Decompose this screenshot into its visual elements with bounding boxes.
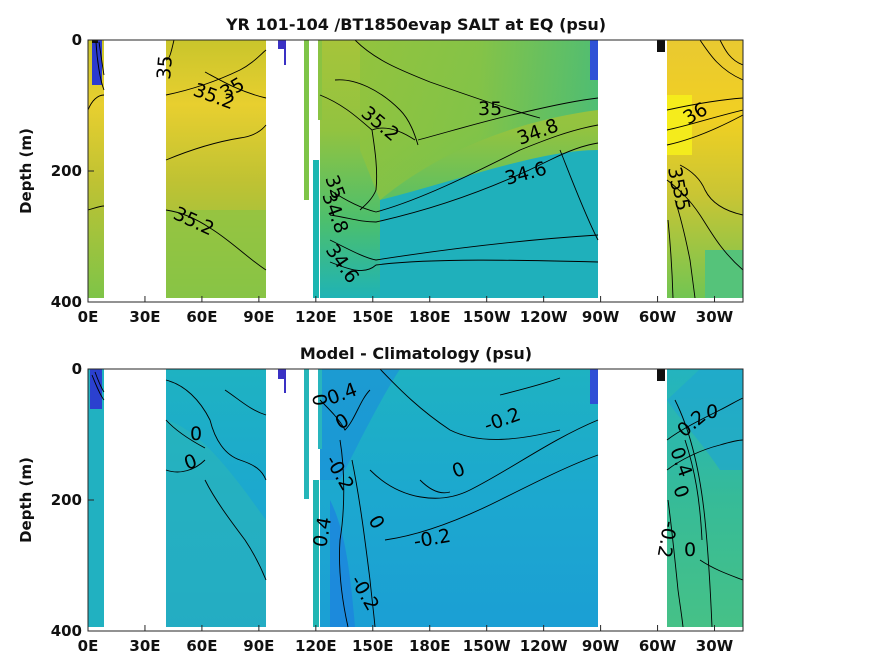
contour-label: 35 [153, 54, 177, 80]
heatmap-field-bottom: 0 0.4 0 0 0 -0.2 0 -0.2 0 -0.2 0.4 -0.2 … [88, 369, 743, 631]
x-tick-label: 90E [243, 308, 274, 326]
x-tick-label: 120E [295, 637, 337, 655]
title-top: YR 101-104 /BT1850evap SALT at EQ (psu) [225, 15, 606, 34]
x-tick-label: 60W [639, 308, 677, 326]
x-tick-label: 150E [352, 308, 394, 326]
x-tick-label: 90E [243, 637, 274, 655]
x-tick-label: 120E [295, 308, 337, 326]
title-bottom: Model - Climatology (psu) [300, 344, 532, 363]
contour-label: 0 [706, 401, 718, 423]
x-tick-label: 60E [186, 637, 217, 655]
contour-label: 0.4 [309, 515, 336, 549]
y-axis-label-bottom: Depth (m) [17, 457, 35, 543]
x-tick-label: 60W [639, 637, 677, 655]
x-tick-label: 30W [696, 308, 734, 326]
x-tick-label: 180E [409, 637, 451, 655]
x-tick-label: 0E [78, 308, 99, 326]
panel-bottom: Model - Climatology (psu) [17, 344, 744, 655]
heatmap-field-top: 35 35.2 35 35.2 35 34.8 34.6 35 34.8 34.… [88, 40, 743, 302]
contour-label: 0 [684, 539, 696, 561]
y-tick-label: 200 [51, 491, 82, 509]
x-tick-label: 60E [186, 308, 217, 326]
x-tick-label: 30W [696, 637, 734, 655]
y-tick-label: 200 [51, 162, 82, 180]
contours-bottom [91, 369, 743, 628]
contours-top [88, 40, 743, 299]
y-tick-label: 0 [72, 360, 82, 378]
x-tick-label: 150W [463, 637, 511, 655]
x-tick-label: 30E [129, 637, 160, 655]
y-axis-label-top: Depth (m) [17, 128, 35, 214]
contour-label: 0 [190, 423, 202, 445]
x-tick-label: 0E [78, 637, 99, 655]
x-axis-bottom: 0E 30E 60E 90E 120E 150E 180E 150W 120W 90W 60W 30W [78, 625, 734, 655]
y-tick-label: 400 [51, 293, 82, 311]
x-tick-label: 120W [520, 637, 568, 655]
x-tick-label: 90W [582, 637, 620, 655]
contour-label: 35 [668, 185, 694, 213]
x-tick-label: 120W [520, 308, 568, 326]
contour-label: 0 [307, 392, 331, 408]
x-tick-label: 150W [463, 308, 511, 326]
contour-label: 35 [478, 98, 502, 120]
x-tick-label: 90W [582, 308, 620, 326]
x-axis-top: 0E 30E 60E 90E 120E 150E 180E 150W 120W 90W 60W 30W [78, 296, 734, 326]
contour-label: 35 [663, 165, 689, 193]
y-axis-top: 0 200 400 [51, 31, 94, 311]
y-axis-bottom: 0 200 400 [51, 360, 94, 640]
x-tick-label: 150E [352, 637, 394, 655]
y-tick-label: 400 [51, 622, 82, 640]
x-tick-label: 180E [409, 308, 451, 326]
x-tick-label: 30E [129, 308, 160, 326]
y-tick-label: 0 [72, 31, 82, 49]
panel-top: YR 101-104 /BT1850evap SALT at EQ (psu) [17, 15, 744, 326]
